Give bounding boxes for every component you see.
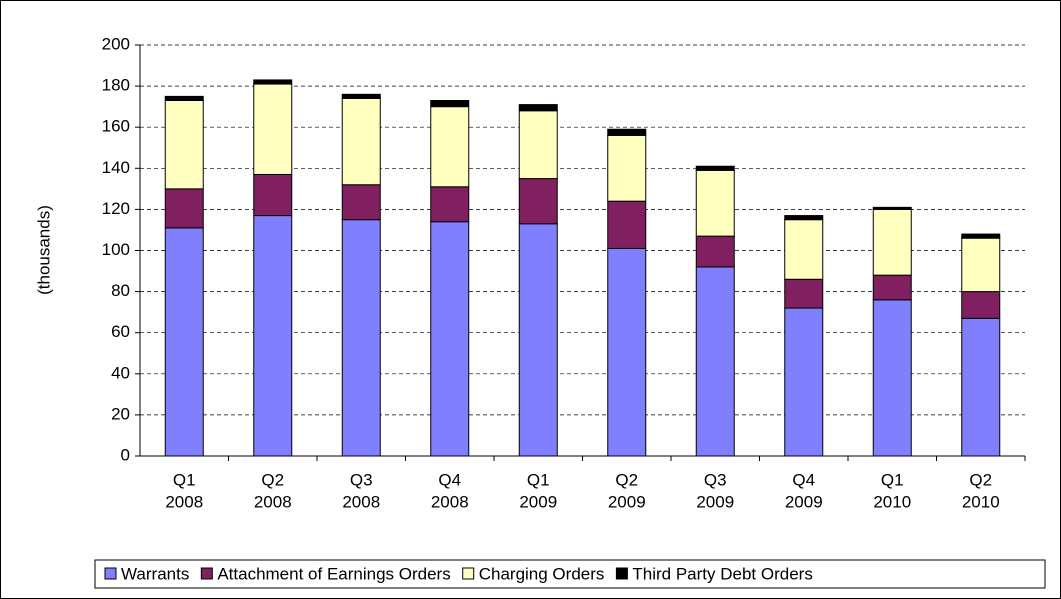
bar-segment bbox=[164, 99, 204, 190]
bar-segment bbox=[872, 208, 912, 276]
bar-segment bbox=[961, 233, 1001, 239]
y-tick-label: 40 bbox=[111, 363, 130, 382]
bar-segment bbox=[430, 186, 470, 223]
bar-segment bbox=[961, 291, 1001, 319]
y-tick-label: 200 bbox=[102, 34, 130, 53]
bar-segment bbox=[872, 206, 912, 210]
legend-swatch bbox=[462, 567, 475, 580]
bar-segment bbox=[518, 110, 558, 180]
bar-segment bbox=[695, 165, 735, 171]
bar-segment bbox=[164, 227, 204, 457]
bar-segment bbox=[607, 134, 647, 202]
bar-segment bbox=[872, 274, 912, 301]
legend-swatch bbox=[104, 567, 117, 580]
legend-label: Charging Orders bbox=[479, 564, 605, 583]
bar-segment bbox=[253, 83, 293, 175]
x-tick-label: 2009 bbox=[608, 492, 646, 511]
x-tick-label: Q2 bbox=[261, 470, 284, 489]
bar-segment bbox=[253, 173, 293, 217]
bar-segment bbox=[518, 223, 558, 457]
bar-segment bbox=[430, 221, 470, 457]
bar-segment bbox=[341, 93, 381, 99]
x-tick-label: 2008 bbox=[342, 492, 380, 511]
bar-segment bbox=[518, 104, 558, 112]
bar-segment bbox=[253, 215, 293, 457]
x-tick-label: Q3 bbox=[350, 470, 373, 489]
x-tick-label: Q3 bbox=[704, 470, 727, 489]
bar-segment bbox=[695, 169, 735, 237]
y-tick-label: 80 bbox=[111, 281, 130, 300]
bar-segment bbox=[341, 97, 381, 186]
bar-segment bbox=[164, 188, 204, 229]
x-tick-label: Q2 bbox=[615, 470, 638, 489]
bar-segment bbox=[341, 219, 381, 457]
bar-segment bbox=[607, 247, 647, 457]
x-tick-label: 2009 bbox=[519, 492, 557, 511]
x-tick-label: Q4 bbox=[438, 470, 461, 489]
legend-label: Third Party Debt Orders bbox=[632, 564, 812, 583]
bar-segment bbox=[961, 317, 1001, 457]
legend-label: Attachment of Earnings Orders bbox=[217, 564, 450, 583]
x-tick-label: 2008 bbox=[165, 492, 203, 511]
bar-segment bbox=[784, 278, 824, 309]
legend-swatch bbox=[200, 567, 213, 580]
legend-box bbox=[94, 559, 1046, 589]
y-tick-label: 60 bbox=[111, 322, 130, 341]
bar-segment bbox=[607, 128, 647, 136]
bar-segment bbox=[695, 235, 735, 268]
x-tick-label: Q1 bbox=[881, 470, 904, 489]
legend-label: Warrants bbox=[121, 564, 189, 583]
bar-segment bbox=[784, 307, 824, 457]
y-tick-label: 0 bbox=[121, 445, 130, 464]
bar-segment bbox=[341, 184, 381, 221]
bar-segment bbox=[872, 299, 912, 457]
bar-segment bbox=[164, 95, 204, 101]
bar-segment bbox=[695, 266, 735, 457]
x-tick-label: 2009 bbox=[785, 492, 823, 511]
x-tick-label: Q1 bbox=[173, 470, 196, 489]
x-tick-label: 2010 bbox=[873, 492, 911, 511]
x-tick-label: Q2 bbox=[969, 470, 992, 489]
y-tick-label: 20 bbox=[111, 404, 130, 423]
y-tick-label: 160 bbox=[102, 117, 130, 136]
bar-segment bbox=[607, 200, 647, 249]
x-tick-label: 2008 bbox=[254, 492, 292, 511]
y-axis-label: (thousands) bbox=[34, 205, 53, 295]
y-tick-label: 140 bbox=[102, 158, 130, 177]
bar-segment bbox=[784, 219, 824, 280]
x-tick-label: 2010 bbox=[962, 492, 1000, 511]
bar-segment bbox=[518, 178, 558, 225]
y-tick-label: 100 bbox=[102, 240, 130, 259]
x-tick-label: 2009 bbox=[696, 492, 734, 511]
y-tick-label: 180 bbox=[102, 76, 130, 95]
bar-segment bbox=[784, 215, 824, 221]
x-tick-label: 2008 bbox=[431, 492, 469, 511]
bar-segment bbox=[430, 99, 470, 108]
y-tick-label: 120 bbox=[102, 199, 130, 218]
legend-swatch bbox=[615, 567, 628, 580]
x-tick-label: Q1 bbox=[527, 470, 550, 489]
bar-segment bbox=[961, 237, 1001, 293]
bar-segment bbox=[430, 106, 470, 188]
bar-segment bbox=[253, 79, 293, 85]
x-tick-label: Q4 bbox=[792, 470, 815, 489]
